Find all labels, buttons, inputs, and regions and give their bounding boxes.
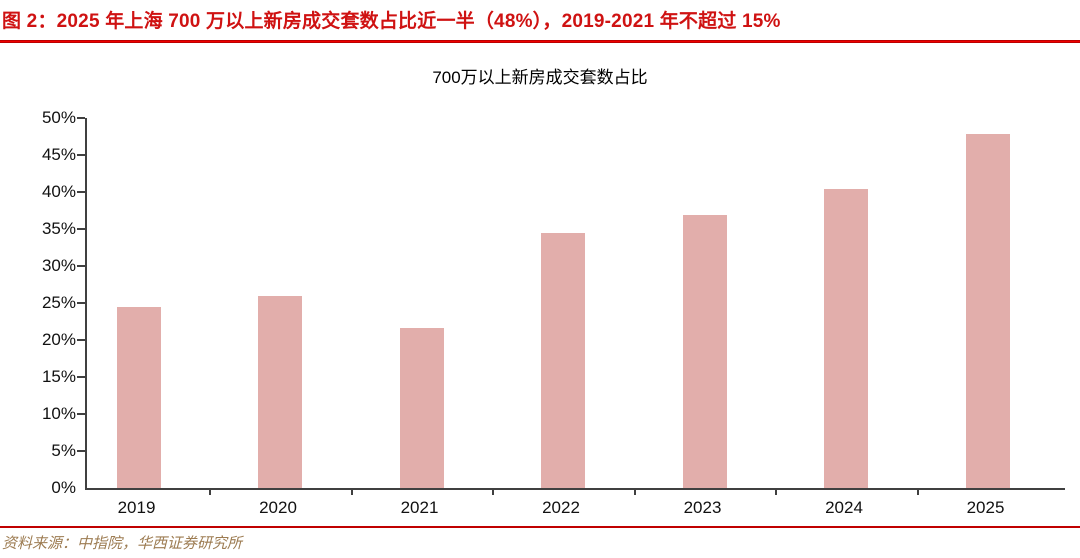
x-tick-mark xyxy=(492,488,495,495)
bar-2019 xyxy=(116,306,161,488)
y-tick-label: 0% xyxy=(51,478,76,497)
x-tick-label: 2020 xyxy=(259,498,297,517)
y-tick-label: 50% xyxy=(41,108,76,127)
x-tick-mark xyxy=(633,488,636,495)
x-tick-label: 2019 xyxy=(117,498,156,517)
y-tick-label: 30% xyxy=(41,256,76,275)
x-tick-label: 2024 xyxy=(825,498,863,517)
y-tick-mark xyxy=(77,228,85,230)
bar-2020 xyxy=(258,295,302,488)
caption-divider xyxy=(0,40,1080,43)
y-tick-mark xyxy=(77,265,85,267)
y-tick-label: 25% xyxy=(41,293,76,312)
y-tick-label: 35% xyxy=(41,219,76,238)
footer-divider xyxy=(0,526,1080,528)
bar-2022 xyxy=(541,233,585,488)
x-tick-mark xyxy=(916,488,919,495)
y-tick-mark xyxy=(77,339,85,341)
y-tick-mark xyxy=(77,154,85,156)
x-tick-mark xyxy=(209,488,212,495)
bar-2024 xyxy=(824,189,868,488)
bar-2025 xyxy=(965,134,1010,488)
y-tick-label: 15% xyxy=(41,367,76,386)
y-tick-label: 10% xyxy=(41,404,76,423)
y-tick-mark xyxy=(77,191,85,193)
x-tick-label: 2022 xyxy=(542,498,580,517)
bar-2023 xyxy=(682,214,727,488)
figure-caption: 图 2：2025 年上海 700 万以上新房成交套数占比近一半（48%），201… xyxy=(2,11,781,32)
y-tick-label: 20% xyxy=(41,330,76,349)
y-tick-mark xyxy=(77,117,85,119)
y-tick-label: 40% xyxy=(41,182,76,201)
y-tick-mark xyxy=(77,450,85,452)
y-tick-mark xyxy=(77,413,85,415)
x-tick-label: 2025 xyxy=(966,498,1005,517)
chart-title: 700万以上新房成交套数占比 xyxy=(432,68,648,87)
y-tick-label: 45% xyxy=(41,145,76,164)
x-tick-label: 2021 xyxy=(400,498,439,517)
y-tick-label: 5% xyxy=(51,441,76,460)
plot-area xyxy=(85,118,1065,495)
y-tick-mark xyxy=(77,302,85,304)
source-note: 资料来源：中指院，华西证券研究所 xyxy=(2,536,243,552)
x-tick-mark xyxy=(775,488,778,495)
y-tick-mark xyxy=(77,376,85,378)
bar-2021 xyxy=(399,328,444,488)
x-tick-label: 2023 xyxy=(683,498,722,517)
x-tick-mark xyxy=(350,488,353,495)
